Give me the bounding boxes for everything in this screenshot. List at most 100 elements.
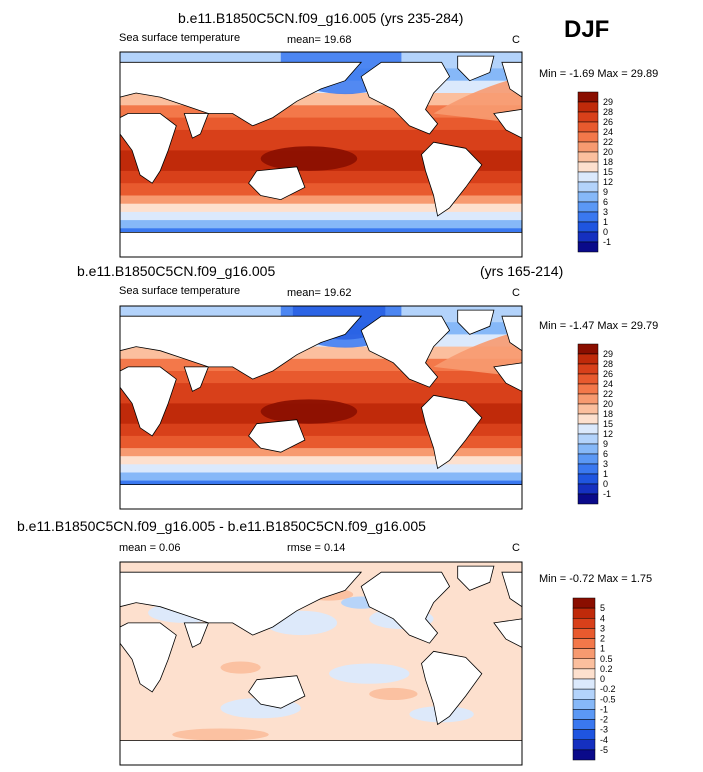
panel3-title: b.e11.B1850C5CN.f09_g16.005 - b.e11.B185… [17,518,426,534]
colorbar-tick-1-3: 24 [603,379,613,389]
diff-blob-8 [220,661,261,674]
panel1-units-label: C [512,34,520,46]
colorbar-tick-1-0: 29 [603,349,613,359]
land-europe-asia [119,61,363,127]
sst-band-5 [120,371,522,384]
colorbar-tick-2-13: -4 [600,735,608,745]
sst-band-6 [120,129,522,151]
diff-blob-4 [329,663,410,684]
colorbar-box-2-15 [572,749,596,761]
gulf-stream [433,76,522,124]
colorbar-box-1-13 [577,473,599,485]
land-australia [248,675,306,709]
colorbar-tick-1-9: 9 [603,439,608,449]
colorbar-box-2-5 [572,648,596,660]
sst-band-11 [120,203,522,213]
colorbar-tick-2-6: 0.2 [600,664,613,674]
panel1-map [119,51,523,258]
colorbar-box-0-10 [577,191,599,203]
sst-band-10 [120,195,522,205]
colorbar-box-0-5 [577,141,599,153]
panel3-rmse-label: rmse = 0.14 [287,542,346,554]
panel3-units-label: C [512,542,520,554]
land-south-america [421,394,483,470]
land-greenland [457,309,495,335]
colorbar-tick-0-12: 1 [603,217,608,227]
colorbar-box-1-1 [577,353,599,365]
land-india [183,366,209,392]
map-frame [119,51,523,258]
sst-band-8 [120,170,522,184]
land-north-america [360,61,451,135]
warm-pool [260,146,358,171]
colorbar-tick-2-3: 2 [600,634,605,644]
panel2-variable-label: Sea surface temperature [119,285,241,297]
colorbar-box-0-12 [577,211,599,223]
colorbar-box-1-4 [577,383,599,395]
panel3-minmax-label: Min = -0.72 Max = 1.75 [539,573,653,585]
colorbar-box-0-1 [577,101,599,113]
colorbar-tick-0-11: 3 [603,207,608,217]
colorbar-tick-1-4: 22 [603,389,613,399]
colorbar-box-0-0 [577,91,599,103]
colorbar-tick-1-1: 28 [603,359,613,369]
colorbar-box-0-9 [577,181,599,193]
colorbar-tick-0-8: 12 [603,177,613,187]
panel2-mean-label: mean= 19.62 [287,287,352,299]
sst-band-8 [120,423,522,437]
colorbar-tick-2-2: 3 [600,623,605,633]
season-label: DJF [564,16,610,43]
land-north-america [360,315,451,388]
colorbar-box-0-11 [577,201,599,213]
colorbar-box-1-5 [577,393,599,405]
sst-band-10 [120,448,522,457]
land-south-america [421,650,483,726]
colorbar-box-1-10 [577,443,599,455]
colorbar-tick-2-4: 1 [600,644,605,654]
colorbar-box-2-7 [572,668,596,680]
colorbar-box-2-9 [572,688,596,700]
colorbar-box-1-7 [577,413,599,425]
colorbar-box-2-3 [572,628,596,639]
colorbar-tick-1-11: 3 [603,459,608,469]
colorbar-tick-0-7: 15 [603,167,613,177]
colorbar-box-2-12 [572,719,596,730]
land-australia [248,166,306,201]
colorbar-box-1-9 [577,433,599,445]
colorbar-box-2-0 [572,597,596,609]
panel1-minmax-label: Min = -1.69 Max = 29.89 [539,68,659,80]
colorbar-tick-2-10: -1 [600,704,608,714]
land-antarctica [119,484,523,510]
panel3-mean-label: mean = 0.06 [119,542,181,554]
colorbar-box-0-14 [577,231,599,243]
gulf-stream [433,330,522,378]
panel2-units-label: C [512,287,520,299]
colorbar-tick-0-6: 18 [603,157,613,167]
colorbar-tick-2-14: -5 [600,745,608,755]
colorbar-box-0-8 [577,171,599,183]
colorbar-tick-1-2: 26 [603,369,613,379]
land-australia [248,419,306,453]
colorbar-box-1-6 [577,403,599,415]
colorbar-box-2-14 [572,739,596,751]
land-india [183,622,209,648]
diff-blob-11 [172,728,269,741]
colorbar-tick-0-13: 0 [603,227,608,237]
colorbar-box-1-11 [577,453,599,465]
colorbar-box-1-2 [577,363,599,375]
sst-band-11 [120,456,522,465]
colorbar-tick-0-2: 26 [603,117,613,127]
colorbar-tick-0-3: 24 [603,127,613,137]
colorbar-tick-0-5: 20 [603,147,613,157]
colorbar-box-2-13 [572,729,596,741]
land-antarctica [119,740,523,766]
colorbar-tick-1-6: 18 [603,409,613,419]
sst-band-5 [120,117,522,131]
colorbar-tick-2-8: -0.2 [600,684,616,694]
colorbar-tick-2-1: 4 [600,613,605,623]
colorbar-tick-2-0: 5 [600,603,605,613]
colorbar-tick-0-14: -1 [603,237,611,247]
colorbar-tick-0-9: 9 [603,187,608,197]
map-frame [119,561,523,766]
colorbar-tick-0-0: 29 [603,97,613,107]
